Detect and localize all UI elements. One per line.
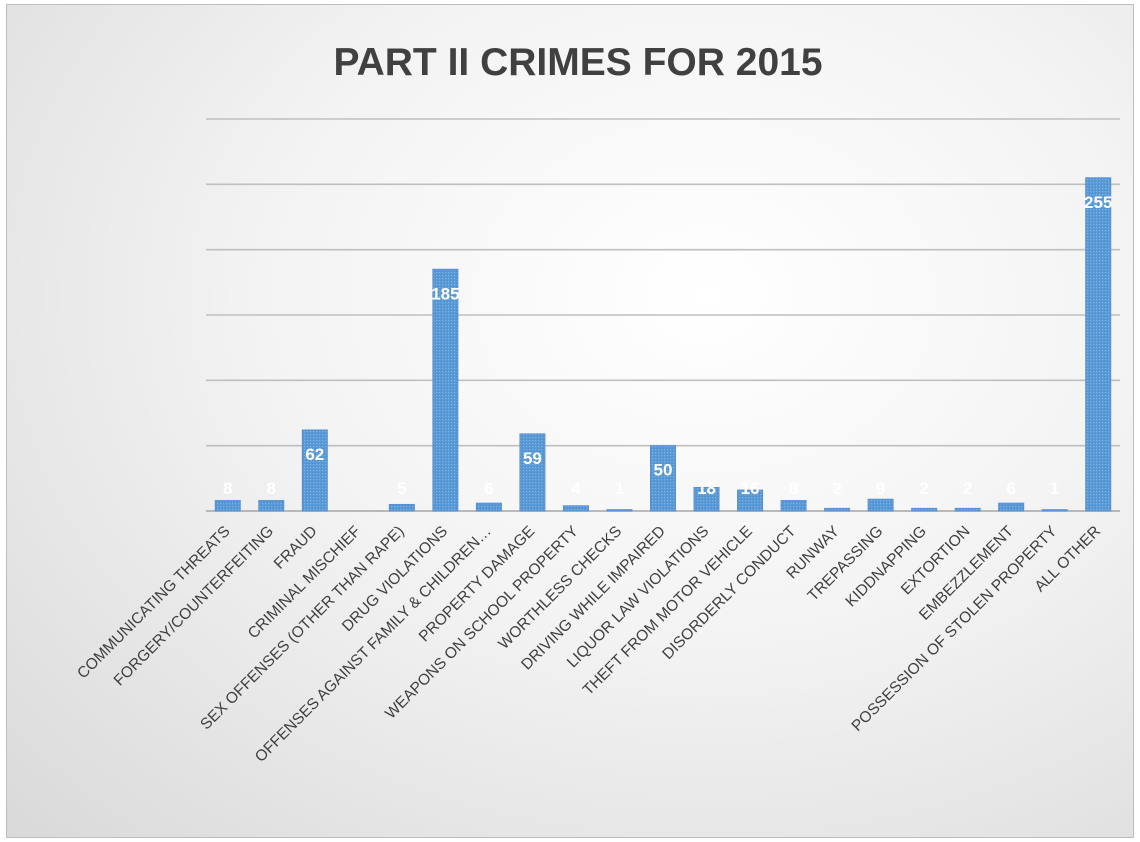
bar-fraud bbox=[301, 429, 328, 512]
data-label: 59 bbox=[523, 449, 542, 468]
data-label: 4 bbox=[571, 479, 581, 498]
bar-theft-from-motor-vehicle bbox=[737, 489, 764, 512]
data-label: 1 bbox=[1050, 479, 1059, 498]
bar-property-damage bbox=[519, 433, 546, 512]
data-label: 5 bbox=[397, 479, 406, 498]
bar-worthless-checks bbox=[606, 509, 633, 512]
bar-offenses-against-family-children bbox=[475, 502, 502, 512]
data-label: 16 bbox=[741, 479, 760, 498]
bar-disorderly-conduct bbox=[780, 500, 807, 512]
bar-runway bbox=[824, 507, 851, 512]
bar-embezzlement bbox=[998, 502, 1025, 512]
tick-label: COMMUNICATING THREATS bbox=[74, 523, 233, 682]
chart-title: PART II CRIMES FOR 2015 bbox=[333, 41, 822, 84]
bar-trepassing bbox=[867, 498, 894, 512]
category-tick-labels: COMMUNICATING THREATSFORGERY/COUNTERFEIT… bbox=[74, 522, 1104, 765]
tick-label: POSSESSION OF STOLEN PROPERTY bbox=[849, 523, 1061, 735]
data-label: 8 bbox=[267, 479, 276, 498]
bar-communicating-threats bbox=[214, 500, 241, 512]
chart-area: PART II CRIMES FOR 2015 8 8 62 5 185 6 59 4 1 50 1… bbox=[6, 4, 1134, 838]
data-label: 62 bbox=[305, 445, 324, 464]
bar-forgery-counterfeiting bbox=[258, 500, 285, 512]
bars bbox=[214, 177, 1112, 512]
data-label: 18 bbox=[697, 479, 716, 498]
data-label: 50 bbox=[654, 461, 673, 480]
bar-drug-violations bbox=[432, 268, 459, 512]
data-label: 185 bbox=[431, 284, 459, 303]
data-label: 1 bbox=[615, 479, 624, 498]
data-label: 2 bbox=[919, 479, 928, 498]
data-label: 8 bbox=[223, 479, 232, 498]
data-label: 255 bbox=[1084, 193, 1112, 212]
data-label: 6 bbox=[484, 479, 493, 498]
data-label: 2 bbox=[963, 479, 972, 498]
tick-label: SEX OFFENSES (OTHER THAN RAPE) bbox=[197, 523, 407, 733]
data-label: 6 bbox=[1006, 479, 1015, 498]
data-label: 9 bbox=[876, 479, 885, 498]
bar-weapons-on-school-property bbox=[562, 505, 589, 512]
bar-all-other bbox=[1085, 177, 1112, 512]
tick-label: FORGERY/COUNTERFEITING bbox=[111, 523, 277, 689]
bar-driving-while-impaired bbox=[650, 445, 676, 512]
bar-liquor-law-violations bbox=[693, 486, 720, 512]
data-labels: 8 8 62 5 185 6 59 4 1 50 18 16 8 2 9 2 2 6 1 255 bbox=[223, 193, 1112, 498]
data-label: 2 bbox=[832, 479, 841, 498]
bar-possession-of-stolen-property bbox=[1041, 509, 1068, 512]
data-label: 8 bbox=[789, 479, 798, 498]
bar-extortion bbox=[954, 507, 981, 512]
bar-sex-offenses-other-than-rape bbox=[388, 503, 415, 512]
gridlines bbox=[206, 118, 1120, 512]
tick-label: TREPASSING bbox=[805, 523, 887, 605]
bar-kiddnapping bbox=[911, 507, 938, 512]
